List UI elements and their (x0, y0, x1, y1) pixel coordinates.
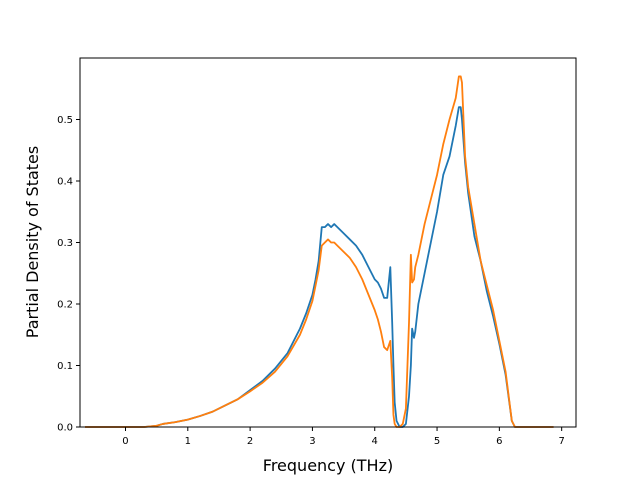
x-tick-label: 5 (434, 436, 440, 447)
pdos-series-2-line (84, 75, 554, 428)
x-tick-label: 3 (309, 436, 315, 447)
y-tick-label: 0.2 (57, 300, 73, 311)
x-tick-label: 1 (185, 436, 191, 447)
y-tick-label: 0.0 (57, 423, 73, 434)
y-tick-label: 0.1 (57, 361, 73, 372)
y-tick-label: 0.3 (57, 238, 73, 249)
x-tick-label: 7 (558, 436, 564, 447)
y-tick-label: 0.4 (57, 177, 73, 188)
plot-area (79, 57, 577, 428)
pdos-series-1-line (84, 106, 554, 428)
x-axis-label: Frequency (THz) (263, 456, 393, 475)
series-layer (84, 75, 554, 428)
y-axis: 0.0 0.1 0.2 0.3 0.4 0.5 (57, 115, 80, 434)
x-tick-label: 2 (247, 436, 253, 447)
y-tick-label: 0.5 (57, 115, 73, 126)
x-tick-label: 4 (372, 436, 378, 447)
plot-frame (79, 57, 577, 428)
x-tick-label: 0 (122, 436, 128, 447)
y-axis-label: Partial Density of States (23, 146, 42, 338)
x-tick-label: 6 (496, 436, 502, 447)
x-axis: 0 1 2 3 4 5 6 7 (122, 427, 565, 447)
